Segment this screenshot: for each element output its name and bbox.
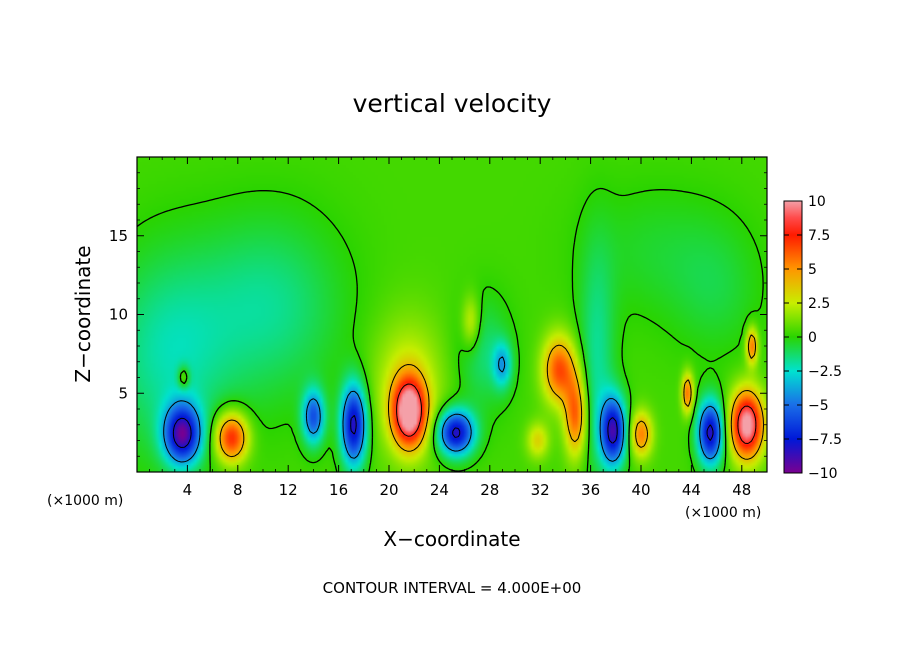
- colorbar-label: 0: [808, 330, 817, 346]
- colorbar-label: 10: [808, 194, 826, 210]
- chart-title: vertical velocity: [353, 89, 552, 118]
- x-tick-label: 32: [531, 481, 550, 499]
- x-tick-label: 44: [682, 481, 701, 499]
- x-tick-label: 4: [183, 481, 193, 499]
- x-tick-label: 48: [732, 481, 751, 499]
- contour-line: [172, 415, 714, 448]
- contour-line: [136, 187, 764, 473]
- x-tick-label: 36: [581, 481, 600, 499]
- colorbar-label: −2.5: [808, 364, 842, 380]
- contour-line: [219, 334, 764, 460]
- heatmap-image: [137, 157, 767, 472]
- colorbar-label: −10: [808, 466, 838, 482]
- plot-area: [136, 156, 768, 473]
- x-tick-label: 12: [279, 481, 298, 499]
- x-tick-label: 8: [233, 481, 243, 499]
- x-unit-label: (×1000 m): [685, 505, 761, 521]
- colorbar-label: −7.5: [808, 432, 842, 448]
- colorbar-label: −5: [808, 398, 829, 414]
- x-tick-label: 24: [430, 481, 449, 499]
- x-tick-label: 16: [329, 481, 348, 499]
- contour-interval-note: CONTOUR INTERVAL = 4.000E+00: [323, 579, 582, 597]
- y-tick-label: 5: [118, 384, 128, 402]
- contour-lines: [136, 187, 764, 473]
- y-unit-label: (×1000 m): [47, 493, 123, 509]
- contour-line: [396, 383, 757, 444]
- y-axis-label: Z−coordinate: [71, 245, 95, 382]
- x-tick-label: 40: [631, 481, 650, 499]
- x-axis-label: X−coordinate: [383, 527, 520, 551]
- colorbar-label: 7.5: [808, 228, 830, 244]
- colorbar-label: 5: [808, 262, 817, 278]
- colorbar: 10 7.5 5 2.5 0 −2.5 −5 −7.5 −10: [783, 194, 842, 482]
- colorbar-label: 2.5: [808, 296, 830, 312]
- contour-line: [163, 356, 721, 463]
- x-tick-label: 28: [480, 481, 499, 499]
- y-tick-label: 10: [109, 306, 128, 324]
- y-tick-label: 15: [109, 227, 128, 245]
- x-tick-label: 20: [379, 481, 398, 499]
